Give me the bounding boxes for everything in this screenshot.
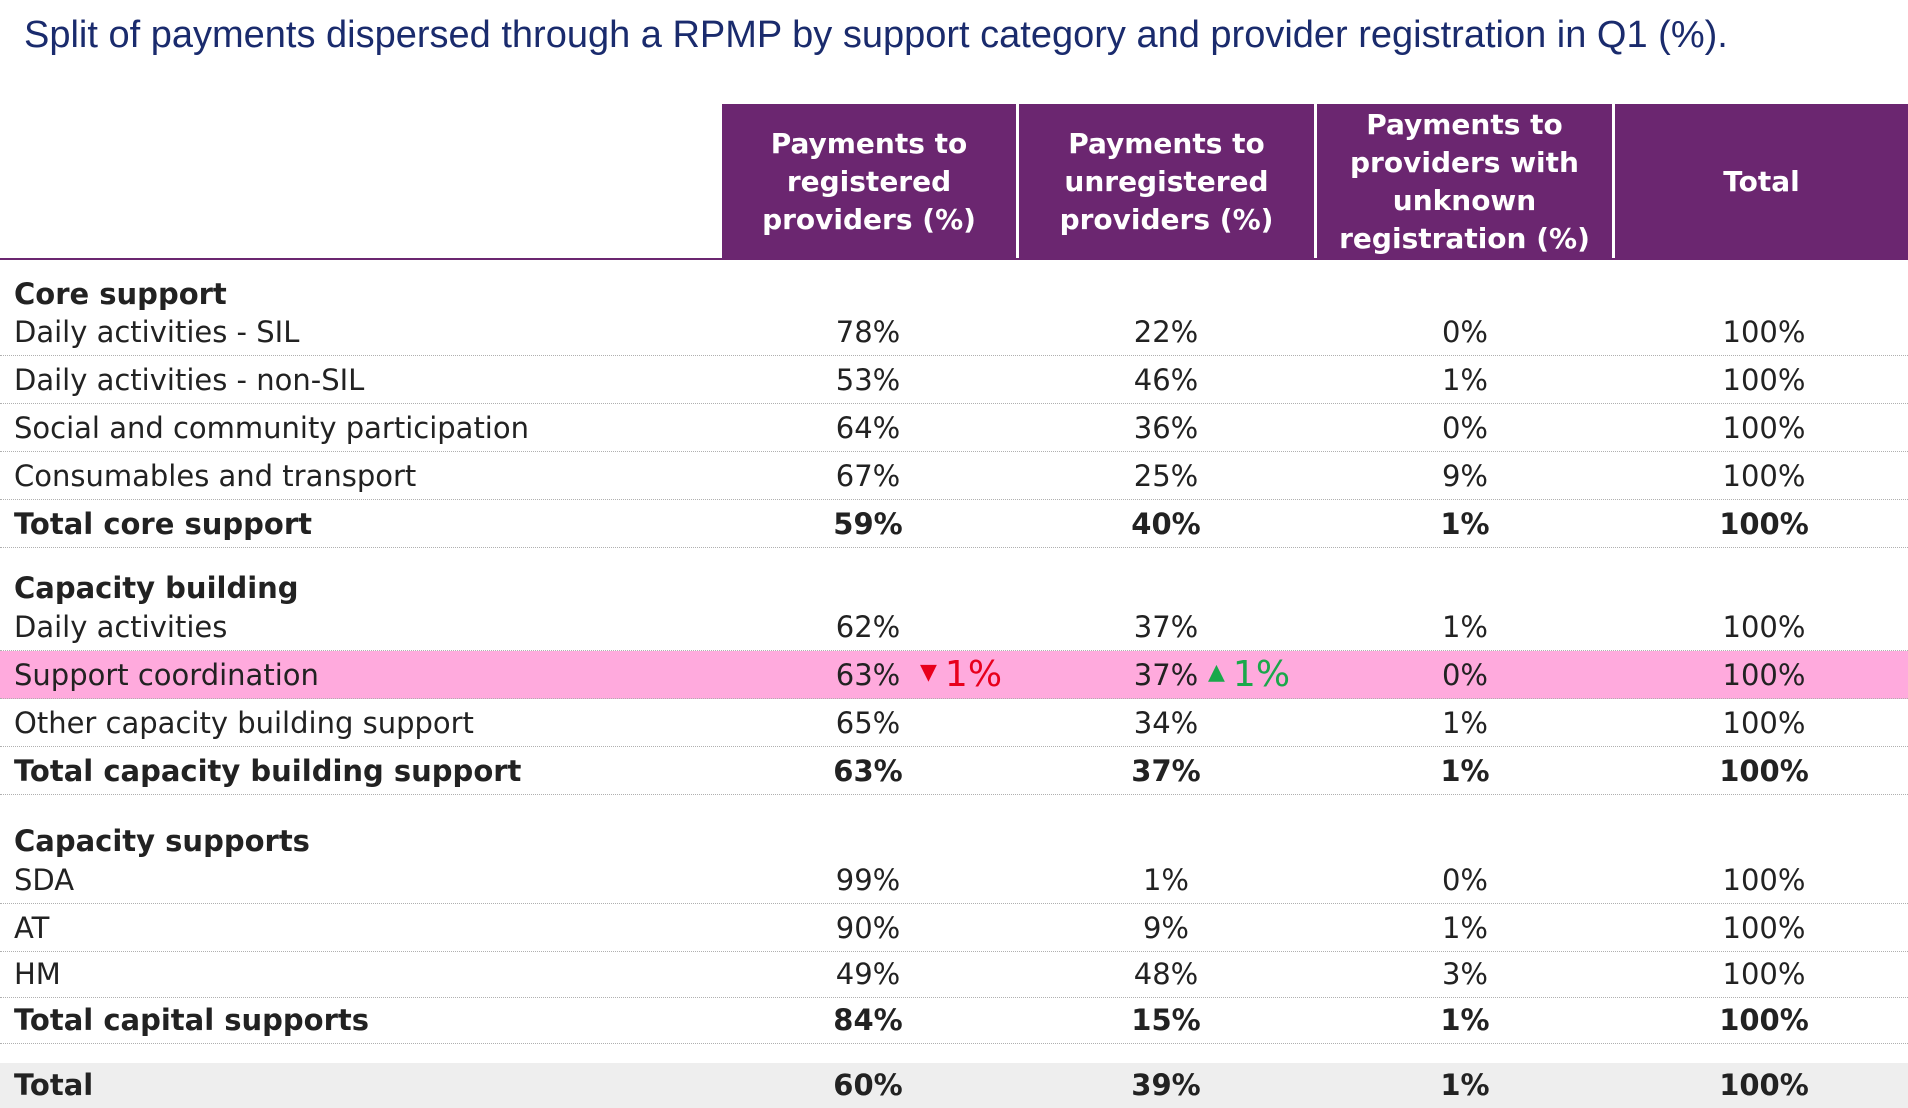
row-label: Daily activities - non-SIL (14, 363, 365, 397)
unregistered-value: 1% (1142, 863, 1189, 897)
total-value: 100% (1719, 507, 1809, 541)
table-row-highlighted: Support coordination 63% ▼ 1% 37% ▲ 1% 0% … (0, 651, 1908, 699)
row-label: Daily activities (14, 610, 228, 644)
table-row: Social and community participation 64% 3… (0, 404, 1908, 452)
total-value: 100% (1722, 363, 1806, 397)
registered-value: 84% (833, 1003, 903, 1037)
table-row: Daily activities 62% 37% 1% 100% (0, 603, 1908, 651)
registered-value: 65% (835, 706, 901, 740)
total-value: 100% (1722, 315, 1806, 349)
unregistered-value: 46% (1133, 363, 1199, 397)
total-value: 100% (1719, 1068, 1809, 1102)
table-row: Daily activities - SIL 78% 22% 0% 100% (0, 308, 1908, 356)
total-value: 100% (1722, 706, 1806, 740)
table-row: AT 90% 9% 1% 100% (0, 904, 1908, 952)
section-heading-capacity-supports: Capacity supports (14, 824, 310, 858)
section-heading-capacity-building: Capacity building (14, 571, 299, 605)
subtotal-row: Total capacity building support 63% 37% … (0, 747, 1908, 795)
unknown-value: 0% (1441, 315, 1488, 349)
total-value: 100% (1719, 1003, 1809, 1037)
row-label: Other capacity building support (14, 706, 474, 740)
registered-value: 99% (835, 863, 901, 897)
unknown-value: 3% (1441, 957, 1488, 991)
header-rule (0, 258, 1908, 260)
row-label: AT (14, 911, 50, 945)
unknown-value: 0% (1441, 863, 1488, 897)
table-row: Consumables and transport 67% 25% 9% 100… (0, 452, 1908, 500)
unregistered-value: 15% (1131, 1003, 1201, 1037)
registered-value: 49% (835, 957, 901, 991)
row-label: Total capacity building support (14, 754, 522, 788)
total-value: 100% (1722, 610, 1806, 644)
change-indicator-increase: ▲ 1% (1208, 651, 1290, 699)
total-value: 100% (1722, 911, 1806, 945)
unknown-value: 0% (1441, 411, 1488, 445)
registered-value: 64% (835, 411, 901, 445)
total-value: 100% (1722, 411, 1806, 445)
row-label: Total core support (14, 507, 313, 541)
table-row: Daily activities - non-SIL 53% 46% 1% 10… (0, 356, 1908, 404)
unregistered-value: 25% (1133, 459, 1199, 493)
subtotal-row: Total capital supports 84% 15% 1% 100% (0, 996, 1908, 1044)
unregistered-value: 48% (1133, 957, 1199, 991)
unregistered-value: 34% (1133, 706, 1199, 740)
unknown-value: 1% (1441, 706, 1488, 740)
table-row: HM 49% 48% 3% 100% (0, 950, 1908, 998)
unknown-value: 1% (1440, 1003, 1490, 1037)
row-label: HM (14, 957, 61, 991)
registered-value: 53% (835, 363, 901, 397)
row-label: Total (14, 1068, 94, 1102)
table-title: Split of payments dispersed through a RP… (24, 14, 1728, 56)
registered-value: 62% (835, 610, 901, 644)
change-indicator-decrease: ▼ 1% (920, 651, 1002, 699)
unregistered-value: 36% (1133, 411, 1199, 445)
unknown-value: 1% (1440, 1068, 1490, 1102)
unknown-value: 1% (1441, 363, 1488, 397)
column-header-unknown: Payments to providers with unknown regis… (1317, 104, 1612, 259)
column-header-registered: Payments to registered providers (%) (722, 104, 1016, 259)
unregistered-value: 40% (1131, 507, 1201, 541)
table-row: Other capacity building support 65% 34% … (0, 699, 1908, 747)
change-value: 1% (944, 654, 1003, 695)
row-label: Consumables and transport (14, 459, 417, 493)
total-value: 100% (1722, 459, 1806, 493)
unknown-value: 1% (1441, 911, 1488, 945)
registered-value: 63% (833, 754, 903, 788)
up-arrow-icon: ▲ (1208, 660, 1225, 685)
down-arrow-icon: ▼ (920, 660, 937, 685)
unregistered-value: 37% (1133, 610, 1199, 644)
unregistered-value: 39% (1131, 1068, 1201, 1102)
change-value: 1% (1232, 654, 1291, 695)
registered-value: 90% (835, 911, 901, 945)
column-header-unregistered: Payments to unregistered providers (%) (1019, 104, 1314, 259)
registered-value: 78% (835, 315, 901, 349)
unregistered-value: 37% (1131, 754, 1201, 788)
row-label: Total capital supports (14, 1003, 370, 1037)
unregistered-value: 37% (1133, 658, 1199, 692)
row-label: Support coordination (14, 658, 319, 692)
row-label: SDA (14, 863, 75, 897)
unknown-value: 1% (1440, 507, 1490, 541)
total-value: 100% (1719, 754, 1809, 788)
registered-value: 67% (835, 459, 901, 493)
registered-value: 63% (835, 658, 901, 692)
total-value: 100% (1722, 863, 1806, 897)
column-header-total: Total (1615, 104, 1908, 259)
unknown-value: 9% (1441, 459, 1488, 493)
unregistered-value: 22% (1133, 315, 1199, 349)
total-value: 100% (1722, 658, 1806, 692)
registered-value: 59% (833, 507, 903, 541)
registered-value: 60% (833, 1068, 903, 1102)
unknown-value: 1% (1440, 754, 1490, 788)
grand-total-row: Total 60% 39% 1% 100% (0, 1063, 1908, 1108)
unregistered-value: 9% (1142, 911, 1189, 945)
table-row: SDA 99% 1% 0% 100% (0, 856, 1908, 904)
section-heading-core-support: Core support (14, 277, 227, 311)
unknown-value: 0% (1441, 658, 1488, 692)
subtotal-row: Total core support 59% 40% 1% 100% (0, 500, 1908, 548)
row-label: Daily activities - SIL (14, 315, 300, 349)
row-label: Social and community participation (14, 411, 529, 445)
total-value: 100% (1722, 957, 1806, 991)
unknown-value: 1% (1441, 610, 1488, 644)
